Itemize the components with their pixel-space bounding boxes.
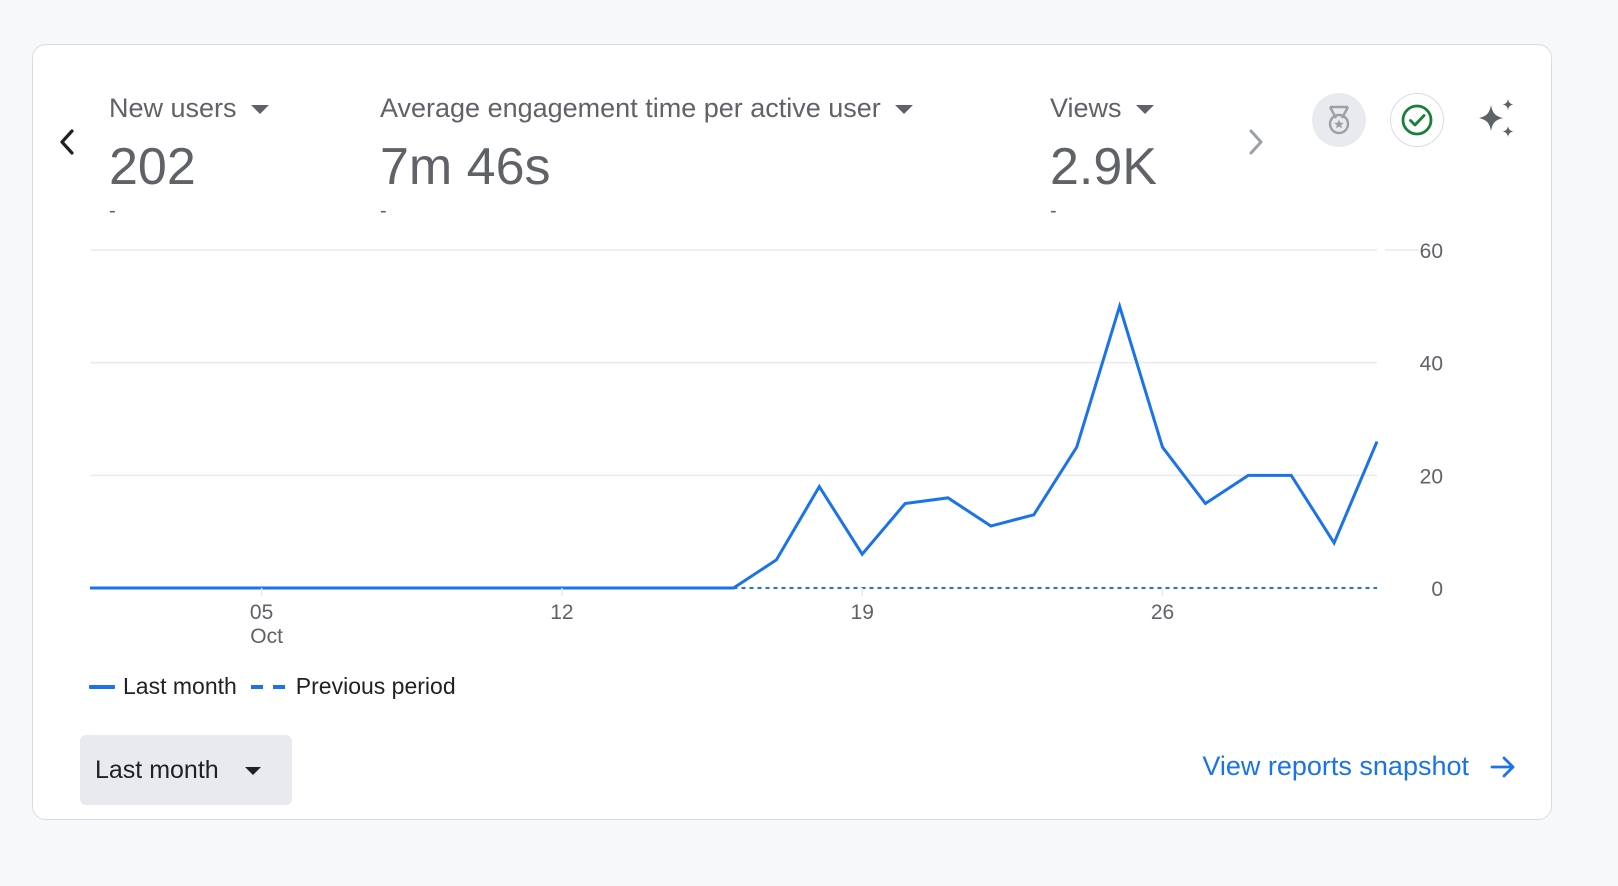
chevron-right-icon xyxy=(1249,129,1263,155)
metric-value-avg-engagement: 7m 46s xyxy=(380,138,551,196)
x-tick-label: 12 xyxy=(550,601,573,624)
badge-button[interactable] xyxy=(1312,93,1366,147)
prev-metrics-button[interactable] xyxy=(47,122,87,162)
legend-solid-swatch xyxy=(89,684,115,689)
metric-comparison-new-users: - xyxy=(109,200,116,222)
chart-area: 0 20 40 60 05 Oct 12 19 26 xyxy=(33,45,1553,821)
caret-down-icon xyxy=(244,767,261,775)
y-tick-label: 40 xyxy=(1420,353,1443,376)
legend-item-current[interactable]: Last month xyxy=(89,673,237,700)
x-tick-label: 19 xyxy=(851,601,874,624)
view-reports-snapshot-label: View reports snapshot xyxy=(1202,751,1469,781)
view-reports-snapshot-link[interactable]: View reports snapshot xyxy=(1202,751,1517,782)
x-tick-sublabel: Oct xyxy=(250,625,283,648)
ribbon-medal-icon xyxy=(1328,105,1350,135)
metric-value-views: 2.9K xyxy=(1050,138,1157,196)
date-range-value: Last month xyxy=(95,755,219,784)
metric-label-new-users[interactable]: New users xyxy=(109,91,269,125)
check-circle-icon xyxy=(1401,104,1433,136)
arrow-right-icon xyxy=(1489,755,1517,779)
chart-legend: Last month Previous period xyxy=(89,673,470,700)
metric-label-text: Views xyxy=(1050,92,1122,123)
caret-down-icon xyxy=(1135,104,1154,114)
metric-label-text: New users xyxy=(109,92,237,123)
metric-avg-engagement[interactable]: Average engagement time per active user … xyxy=(380,91,913,221)
metric-value-new-users: 202 xyxy=(109,138,196,196)
metric-label-avg-engagement[interactable]: Average engagement time per active user xyxy=(380,91,913,125)
metric-comparison-avg-engagement: - xyxy=(380,200,387,222)
status-check-button[interactable] xyxy=(1390,93,1444,147)
metric-label-views[interactable]: Views xyxy=(1050,91,1157,125)
date-range-select[interactable]: Last month xyxy=(80,735,292,805)
chevron-left-icon xyxy=(60,129,74,155)
next-metrics-button[interactable] xyxy=(1236,122,1276,162)
y-tick-label: 60 xyxy=(1420,240,1443,263)
insights-button[interactable] xyxy=(1470,93,1524,147)
x-tick-label: 05 xyxy=(250,601,273,624)
new-users-card: New users 202 - Average engagement time … xyxy=(32,44,1552,820)
series-line-last-month xyxy=(90,301,1379,590)
legend-item-previous[interactable]: Previous period xyxy=(250,673,456,700)
metric-comparison-views: - xyxy=(1050,200,1057,222)
legend-label-previous: Previous period xyxy=(295,673,456,699)
legend-label-current: Last month xyxy=(123,673,237,699)
y-tick-label: 0 xyxy=(1431,578,1443,601)
metric-label-text: Average engagement time per active user xyxy=(380,92,881,123)
x-tick-label: 26 xyxy=(1151,601,1174,624)
caret-down-icon xyxy=(250,104,269,114)
y-tick-label: 20 xyxy=(1420,465,1443,488)
caret-down-icon xyxy=(894,104,913,114)
legend-dashed-swatch xyxy=(250,684,285,689)
sparkle-icon xyxy=(1479,99,1514,137)
metric-views[interactable]: Views 2.9K - xyxy=(1050,91,1157,222)
metric-new-users[interactable]: New users 202 - xyxy=(109,91,269,221)
